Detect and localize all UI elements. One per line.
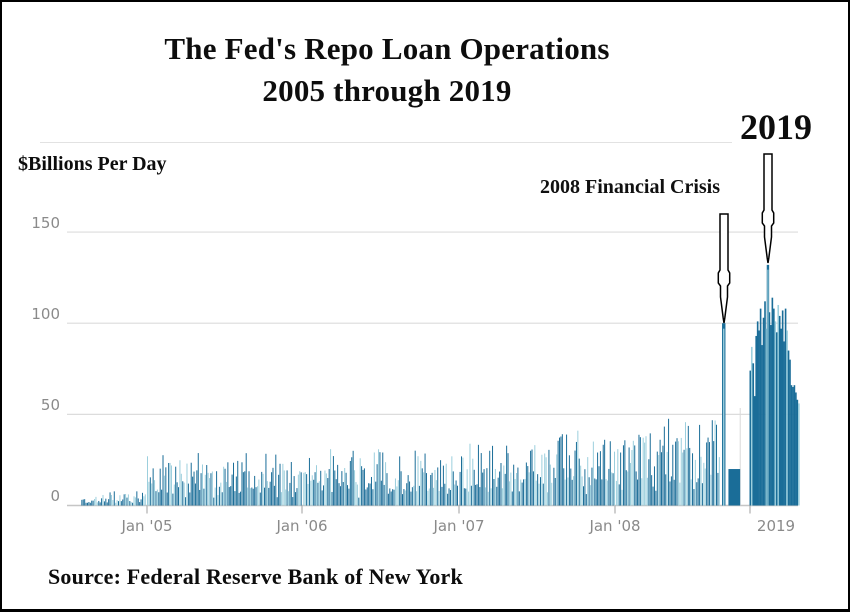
separator-line — [40, 142, 732, 143]
source-note: Source: Federal Reserve Bank of New York — [48, 564, 463, 589]
x-tick-marks — [146, 505, 751, 514]
y-tick-label: 100 — [31, 304, 60, 323]
title-line-2: 2005 through 2019 — [262, 73, 512, 108]
bars-2005-2008 — [81, 418, 720, 506]
bars-2019 — [749, 264, 800, 506]
x-tick-label: 2019 — [756, 517, 796, 535]
recent-year-annotation: 2019 — [740, 107, 812, 147]
y-tick-label: 0 — [50, 487, 60, 505]
x-tick-label: Jan '07 — [433, 517, 485, 535]
x-tick-label: Jan '08 — [589, 517, 641, 535]
crisis-annotation: 2008 Financial Crisis — [539, 176, 720, 198]
down-arrow-icon — [717, 213, 731, 324]
y-tick-label: 50 — [40, 395, 60, 414]
y-tick-label: 150 — [31, 213, 60, 232]
page-title: The Fed's Repo Loan Operations 2005 thro… — [2, 28, 772, 112]
down-arrow-icon — [761, 153, 775, 264]
crisis-spike-bar — [722, 323, 726, 506]
x-tick-label: Jan '05 — [121, 517, 173, 535]
x-tick-label: Jan '06 — [276, 517, 328, 535]
late-2008-block-bar — [728, 469, 741, 506]
title-line-1: The Fed's Repo Loan Operations — [164, 31, 610, 66]
y-axis-unit-label: $Billions Per Day — [18, 153, 167, 175]
